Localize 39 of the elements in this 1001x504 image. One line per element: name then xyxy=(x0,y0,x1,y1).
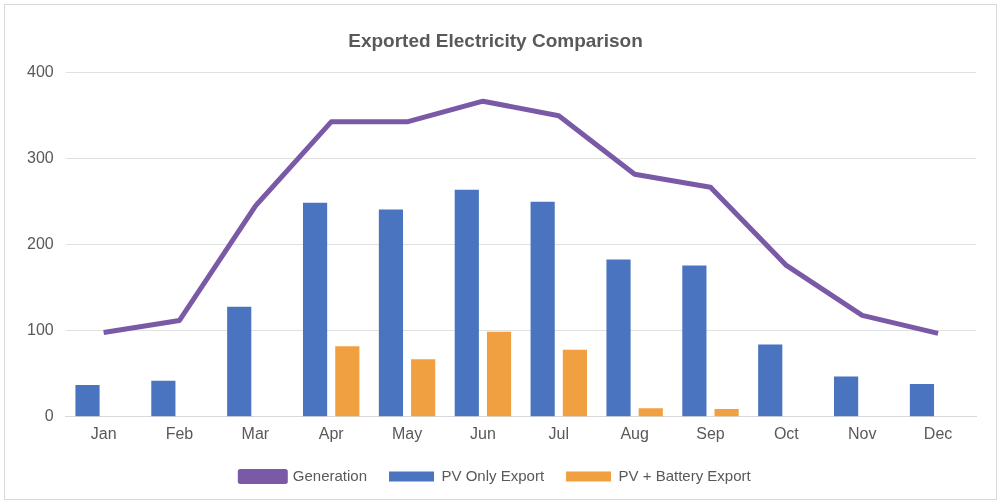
legend-label: Generation xyxy=(292,466,368,484)
legend-label: PV Only Export xyxy=(441,466,545,484)
bar xyxy=(335,346,360,417)
x-tick-label: Oct xyxy=(773,424,800,442)
y-tick-label: 300 xyxy=(26,149,54,167)
bar xyxy=(714,409,739,417)
chart-title: Exported Electricity Comparison xyxy=(348,29,643,51)
x-tick-label: Jun xyxy=(470,424,496,442)
y-tick-label: 400 xyxy=(26,63,54,81)
bar xyxy=(454,189,479,417)
y-tick-label: 200 xyxy=(26,235,54,253)
y-tick-label: 0 xyxy=(44,407,54,425)
x-tick-label: Dec xyxy=(923,424,953,442)
bar xyxy=(834,376,859,417)
x-tick-label: Mar xyxy=(241,424,270,442)
legend-label: PV + Battery Export xyxy=(618,466,752,484)
bar xyxy=(562,349,587,417)
x-tick-label: May xyxy=(391,424,423,442)
x-tick-label: Nov xyxy=(847,424,877,442)
x-tick-label: Sep xyxy=(696,424,725,442)
bar xyxy=(302,202,328,417)
x-tick-label: Aug xyxy=(620,424,649,442)
bar xyxy=(606,259,631,417)
y-tick-label: 100 xyxy=(26,321,54,339)
bar xyxy=(486,331,512,417)
bar xyxy=(758,344,783,417)
bar xyxy=(227,306,252,417)
bar xyxy=(530,201,555,417)
x-tick-label: Apr xyxy=(318,424,345,442)
bar xyxy=(909,384,935,417)
bar xyxy=(411,359,436,417)
bar xyxy=(638,408,663,417)
bar xyxy=(378,209,404,417)
x-tick-label: Feb xyxy=(165,424,194,442)
bar xyxy=(682,265,707,417)
bar xyxy=(75,384,100,417)
bar xyxy=(151,380,176,417)
x-tick-label: Jan xyxy=(90,424,117,442)
x-tick-label: Jul xyxy=(548,424,569,442)
